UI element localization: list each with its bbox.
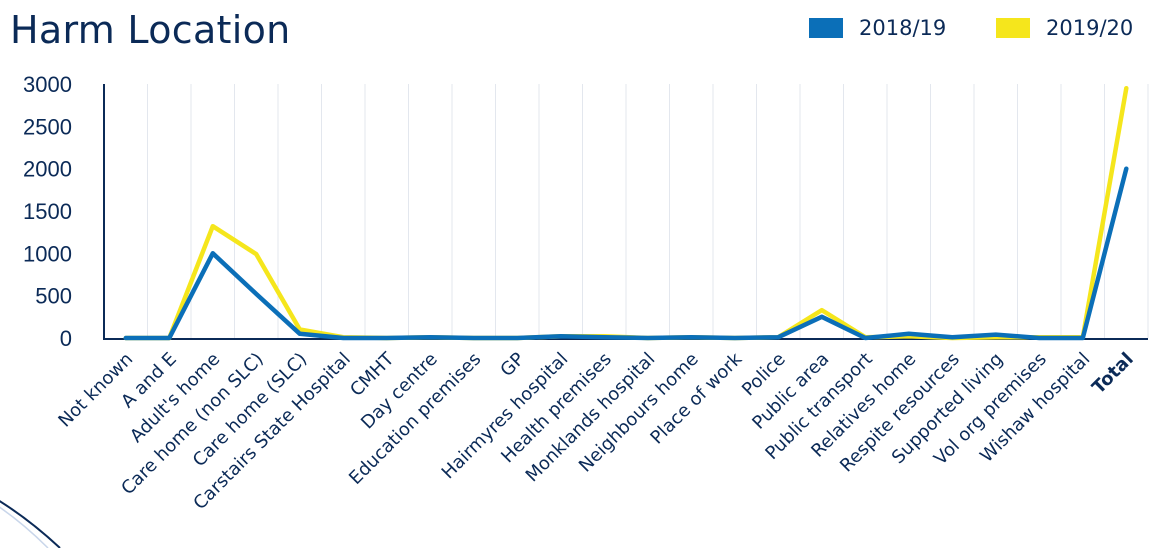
series-line-2018-19 [123,166,1129,341]
legend-label-2019-20: 2019/20 [1046,16,1134,40]
chart-title: Harm Location [10,8,291,52]
legend-swatch-2019-20 [996,18,1030,38]
x-tick-label: GP [496,349,528,381]
y-tick-label: 2500 [23,114,72,139]
x-tick-label: Total [1088,349,1138,399]
y-tick-label: 0 [60,326,72,351]
legend-label-2018-19: 2018/19 [859,16,947,40]
decorative-corner-arc-light [0,506,49,548]
decorative-corner-arc [0,500,61,548]
legend-swatch-2018-19 [809,18,843,38]
y-tick-label: 500 [35,284,72,309]
y-axis-ticks: 0 500 1000 1500 2000 2500 3000 [23,72,72,351]
y-tick-label: 1000 [23,241,72,266]
legend-item-2018-19: 2018/19 [809,14,946,42]
y-tick-label: 2000 [23,157,72,182]
y-tick-label: 3000 [23,72,72,97]
series-lines [123,85,1129,341]
legend-item-2019-20: 2019/20 [996,14,1133,42]
y-tick-label: 1500 [23,199,72,224]
